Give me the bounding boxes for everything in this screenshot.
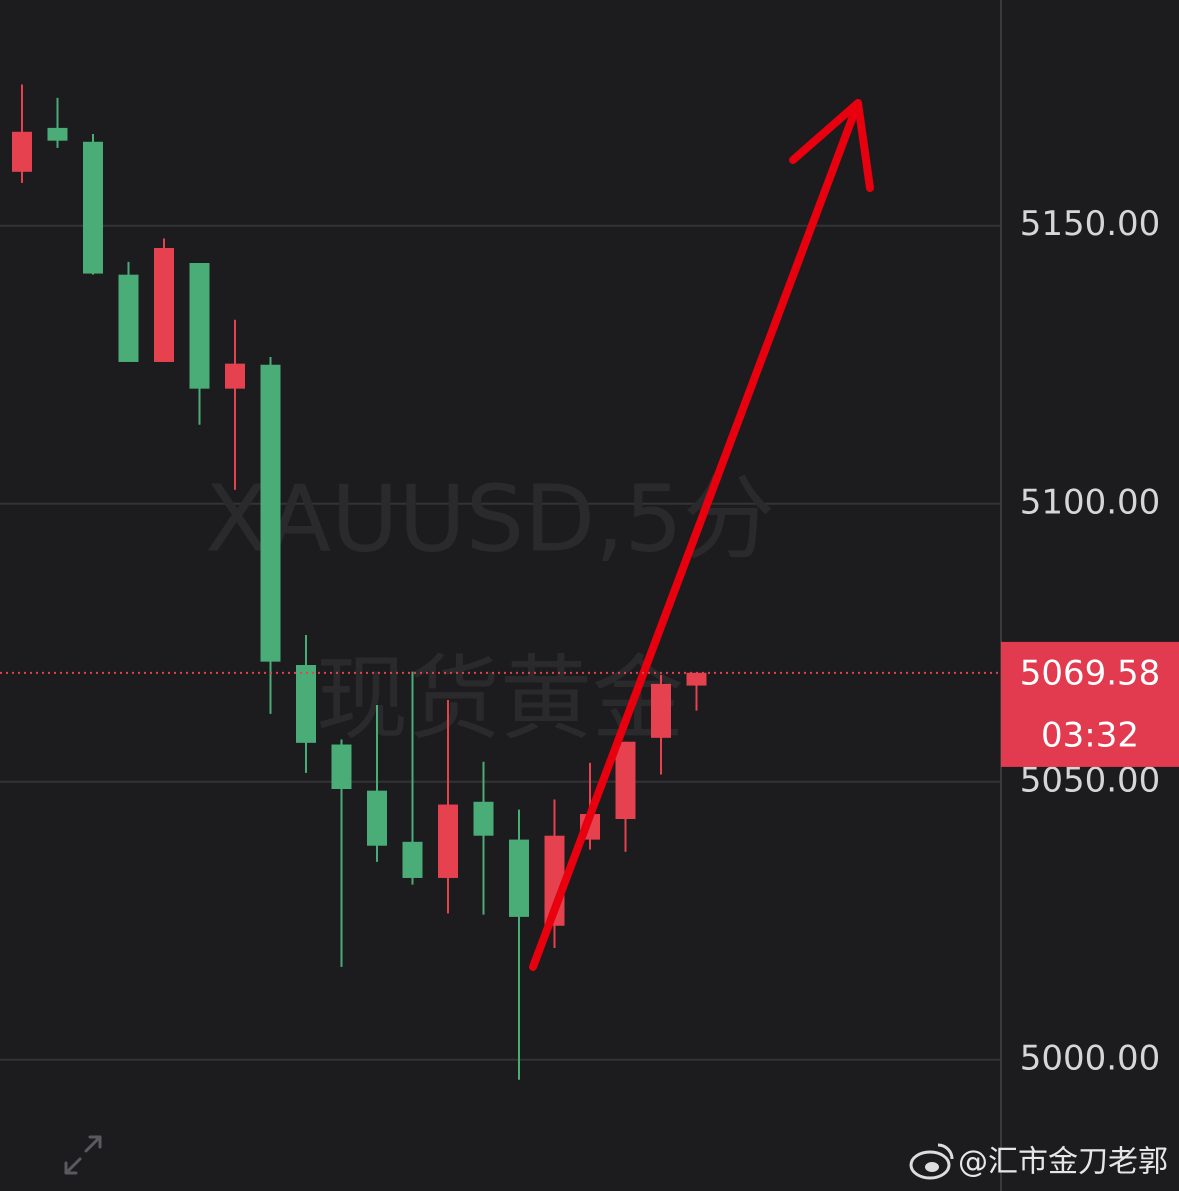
watermark-name: 现货黄金 [316, 645, 684, 752]
trend-arrow [529, 99, 874, 971]
candle-body [12, 131, 32, 172]
candle-body [296, 665, 316, 743]
candle-body [438, 804, 458, 878]
arrow-head [789, 99, 874, 192]
candle-body [651, 683, 671, 738]
candle-body [367, 790, 387, 846]
price-tag [1001, 641, 1179, 767]
arrow-shaft [529, 99, 862, 971]
y-tick-label: 5150.00 [1020, 204, 1161, 244]
candle-body [615, 741, 636, 820]
grid [0, 224, 1001, 1061]
candle-body [509, 839, 529, 917]
candle-body [47, 127, 68, 141]
credit: @汇市金刀老郭 [958, 1145, 1168, 1180]
y-tick-label: 5050.00 [1020, 760, 1161, 800]
candle-body [118, 274, 139, 362]
candle-body [260, 364, 281, 662]
candle-body [402, 841, 423, 878]
weibo-logo [909, 1143, 954, 1180]
candle-body [225, 363, 245, 389]
watermark-symbol: XAUUSD,5分 [205, 465, 775, 572]
candles [12, 84, 707, 1080]
candle-body [189, 262, 210, 389]
countdown: 03:32 [1041, 715, 1139, 755]
expand-icon[interactable] [64, 1135, 102, 1175]
candle-body [473, 801, 494, 836]
candle-body [686, 672, 707, 686]
price-axis: 5000.00 5050.00 5100.00 5150.00 [1020, 204, 1161, 1078]
candle-body [331, 744, 352, 789]
candle-body [154, 247, 174, 362]
candle-body [83, 141, 103, 274]
price-tag-label: 5069.58 [1020, 653, 1161, 693]
y-tick-label: 5100.00 [1020, 482, 1161, 522]
y-tick-label: 5000.00 [1020, 1038, 1161, 1078]
